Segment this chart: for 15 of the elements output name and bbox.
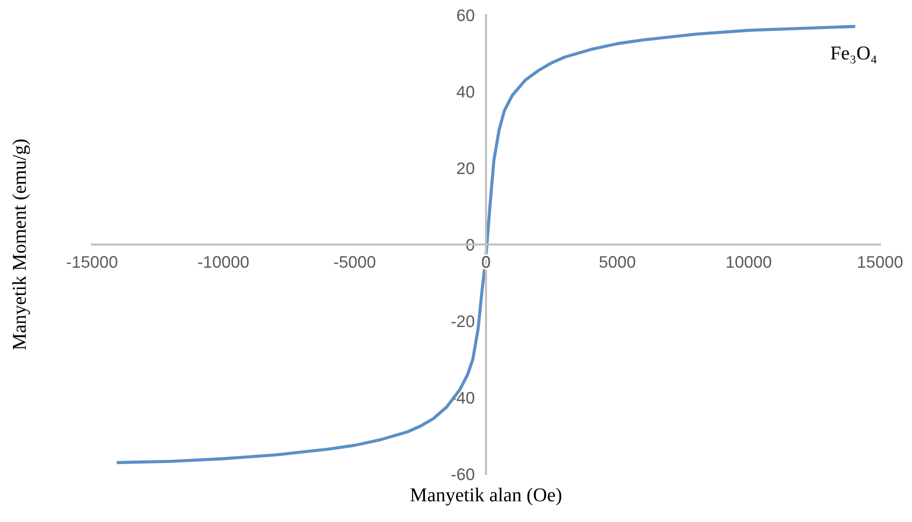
x-tick-label: -10000 xyxy=(198,256,249,268)
x-tick-label: 15000 xyxy=(858,256,903,268)
series-label: Fe₃O₄ xyxy=(830,46,877,64)
y-tick-label: 20 xyxy=(457,162,474,174)
y-tick-label: -20 xyxy=(452,315,474,328)
y-tick-label: -60 xyxy=(452,468,474,480)
y-tick-label: 40 xyxy=(456,86,474,98)
x-axis-title: Manyetik alan (Oe) xyxy=(410,488,562,506)
x-tick-label: -5000 xyxy=(334,256,376,268)
x-tick-label: -15000 xyxy=(66,256,118,268)
x-tick-label: 10000 xyxy=(726,256,772,268)
x-tick-label: 5000 xyxy=(599,256,636,268)
y-axis-title: Manyetik Moment (emu/g) xyxy=(12,140,30,350)
y-tick-label: -40 xyxy=(452,392,474,404)
y-tick-label: 60 xyxy=(457,9,474,22)
